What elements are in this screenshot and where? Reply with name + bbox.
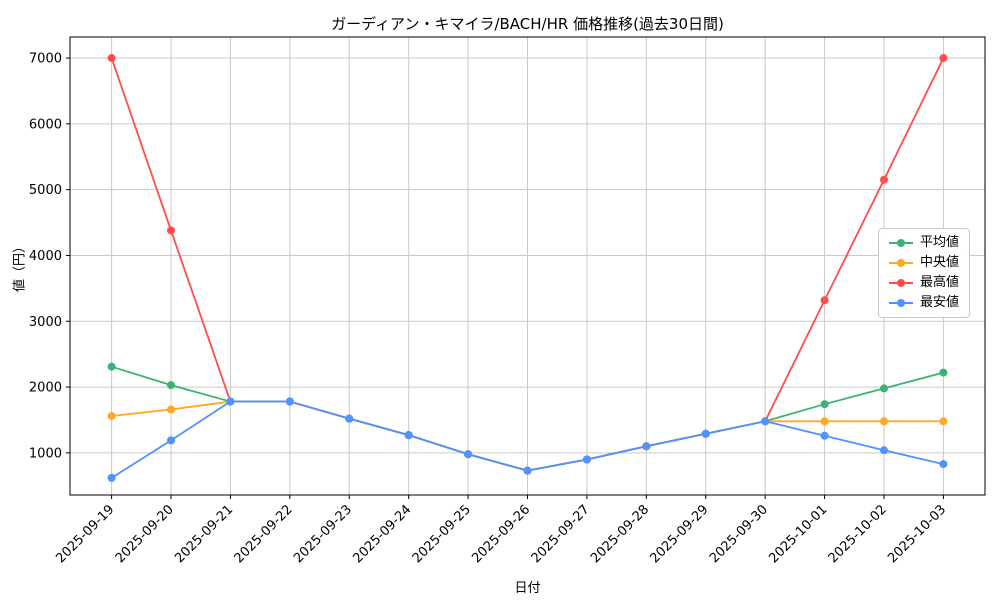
- legend-item-1: 中央値: [889, 256, 959, 270]
- legend-label: 平均値: [920, 235, 960, 250]
- chart-title: ガーディアン・キマイラ/BACH/HR 価格推移(過去30日間): [331, 15, 724, 33]
- legend-line-sample: [889, 239, 913, 247]
- y-tick-label: 4000: [29, 249, 62, 264]
- legend-marker-dot: [897, 279, 905, 287]
- data-point-0: [820, 400, 829, 409]
- data-point-3: [701, 429, 710, 438]
- data-point-2: [820, 296, 829, 305]
- data-point-3: [167, 436, 176, 445]
- data-point-2: [879, 175, 888, 184]
- data-point-1: [820, 417, 829, 426]
- y-tick-label: 2000: [29, 381, 62, 396]
- data-point-1: [879, 417, 888, 426]
- legend-item-0: 平均値: [889, 236, 959, 250]
- legend: 平均値中央値最高値最安値: [878, 228, 971, 318]
- data-point-2: [167, 226, 176, 235]
- data-point-3: [879, 446, 888, 455]
- y-tick-label: 1000: [29, 446, 62, 461]
- data-point-1: [939, 417, 948, 426]
- data-point-3: [345, 414, 354, 423]
- data-point-0: [939, 368, 948, 377]
- legend-item-3: 最安値: [889, 296, 959, 310]
- data-point-2: [107, 54, 116, 63]
- y-tick-label: 7000: [29, 52, 62, 67]
- y-tick-label: 3000: [29, 315, 62, 330]
- legend-line-sample: [889, 279, 913, 287]
- data-point-3: [404, 431, 413, 440]
- data-point-2: [939, 54, 948, 63]
- legend-line-sample: [889, 299, 913, 307]
- data-point-1: [167, 405, 176, 414]
- data-point-3: [820, 431, 829, 440]
- data-point-3: [226, 397, 235, 406]
- legend-marker-dot: [897, 259, 905, 267]
- y-tick-label: 5000: [29, 183, 62, 198]
- y-tick-label: 6000: [29, 117, 62, 132]
- data-point-1: [107, 412, 116, 421]
- data-point-3: [523, 466, 532, 475]
- data-point-3: [464, 450, 473, 459]
- data-point-3: [642, 442, 651, 451]
- legend-label: 中央値: [920, 255, 960, 270]
- data-point-0: [167, 381, 176, 390]
- data-point-3: [761, 417, 770, 426]
- legend-label: 最安値: [920, 295, 960, 310]
- data-point-3: [939, 460, 948, 469]
- data-point-3: [582, 455, 591, 464]
- legend-line-sample: [889, 259, 913, 267]
- legend-marker-dot: [897, 299, 905, 307]
- x-axis-label: 日付: [514, 581, 541, 596]
- legend-label: 最高値: [920, 275, 960, 290]
- legend-marker-dot: [897, 239, 905, 247]
- y-axis-label: 値（円）: [12, 239, 28, 293]
- data-point-3: [107, 473, 116, 482]
- data-point-3: [285, 397, 294, 406]
- data-point-0: [879, 384, 888, 393]
- data-point-0: [107, 362, 116, 371]
- legend-item-2: 最高値: [889, 276, 959, 290]
